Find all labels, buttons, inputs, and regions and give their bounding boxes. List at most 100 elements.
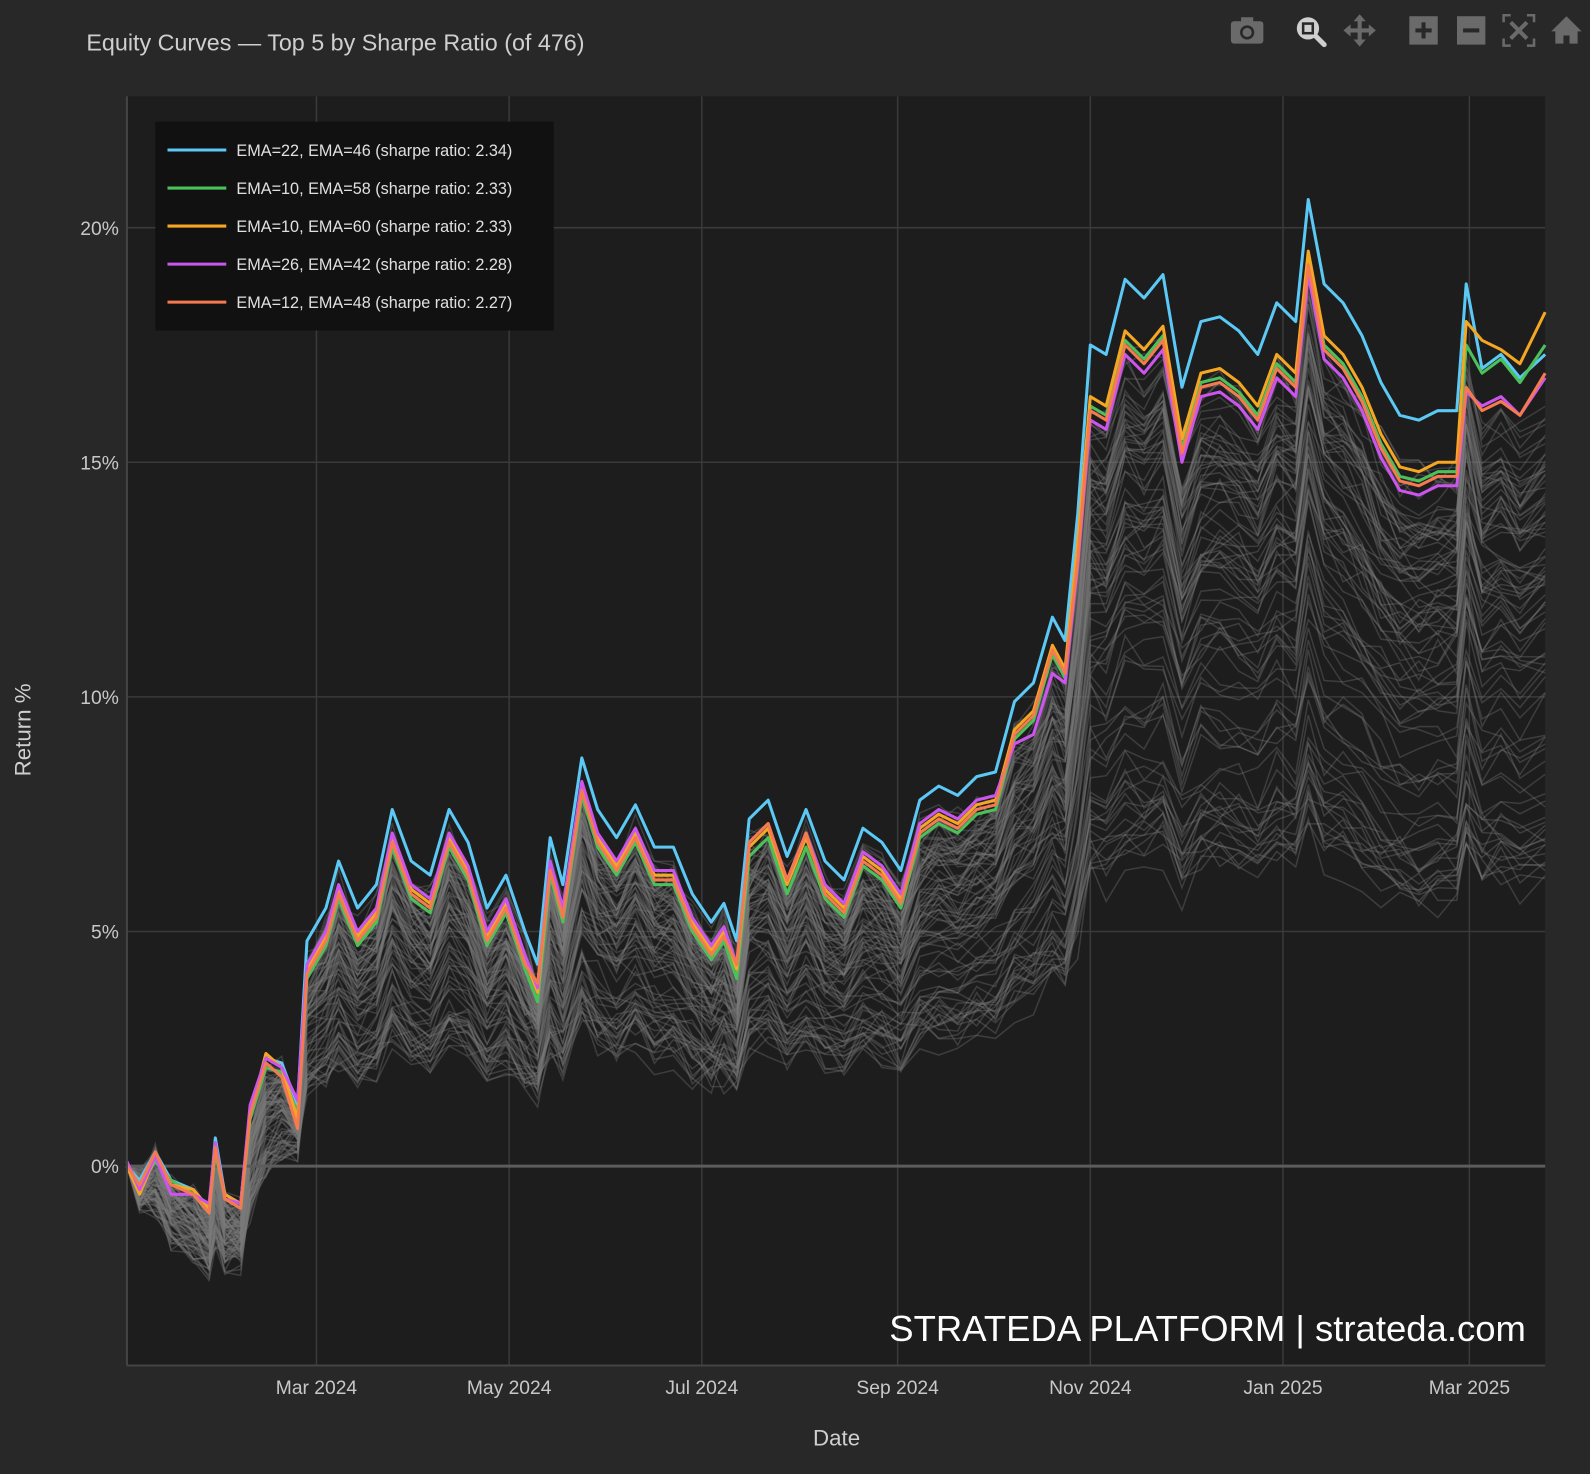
zoom-in-icon[interactable] (1409, 16, 1438, 45)
background-curve (126, 788, 1546, 1262)
background-curve (126, 556, 1546, 1260)
background-curve (126, 463, 1546, 1242)
background-curve (126, 431, 1546, 1241)
background-curve (126, 775, 1546, 1281)
background-curve (126, 392, 1546, 1239)
background-curve (126, 432, 1546, 1244)
background-curve (126, 489, 1546, 1252)
background-curve (126, 445, 1546, 1243)
legend-label: EMA=10, EMA=60 (sharpe ratio: 2.33) (236, 218, 512, 236)
background-curve (126, 823, 1546, 1277)
chart-title: Equity Curves — Top 5 by Sharpe Ratio (o… (86, 30, 584, 56)
background-curve (126, 649, 1546, 1271)
x-tick-label: Mar 2024 (276, 1378, 358, 1399)
y-tick-label: 15% (80, 453, 119, 474)
background-curve (126, 762, 1546, 1260)
background-curve (126, 594, 1546, 1256)
background-curve (126, 468, 1546, 1237)
background-curve (126, 618, 1546, 1250)
camera-icon[interactable] (1230, 17, 1264, 44)
background-curve (126, 741, 1546, 1277)
background-curve (126, 760, 1546, 1266)
background-curve (126, 385, 1546, 1228)
x-tick-label: Jan 2025 (1243, 1378, 1322, 1399)
background-curve (126, 735, 1546, 1271)
background-curve (126, 671, 1546, 1272)
background-curve (126, 429, 1546, 1231)
background-curve (126, 599, 1546, 1243)
background-curve (126, 500, 1546, 1237)
legend[interactable]: EMA=22, EMA=46 (sharpe ratio: 2.34) EMA=1… (155, 121, 554, 331)
background-curve (126, 627, 1546, 1257)
background-curve (126, 820, 1546, 1258)
background-curve (126, 801, 1546, 1263)
background-curve (126, 639, 1546, 1272)
series-line-5 (125, 263, 1547, 1215)
legend-label: EMA=22, EMA=46 (sharpe ratio: 2.34) (236, 142, 512, 160)
legend-item[interactable]: EMA=12, EMA=48 (sharpe ratio: 2.27) (167, 294, 512, 312)
legend-item[interactable]: EMA=22, EMA=46 (sharpe ratio: 2.34) (167, 142, 512, 160)
watermark: STRATEDA PLATFORM | strateda.com (889, 1308, 1526, 1349)
home-icon[interactable] (1551, 16, 1582, 44)
x-tick-label: Sep 2024 (856, 1378, 939, 1399)
background-curve (126, 333, 1546, 1231)
background-curve (126, 815, 1546, 1276)
legend-label: EMA=12, EMA=48 (sharpe ratio: 2.27) (236, 294, 512, 312)
background-curve (126, 793, 1546, 1273)
background-curve (126, 530, 1546, 1253)
background-curve (126, 582, 1546, 1250)
background-curve (126, 453, 1546, 1244)
background-curve (126, 794, 1546, 1259)
top-series-lines (125, 197, 1547, 1215)
background-curve (126, 784, 1546, 1283)
background-curve (126, 451, 1546, 1244)
x-axis-title: Date (813, 1426, 860, 1451)
background-curve (126, 387, 1546, 1237)
y-axis-ticks: 0% 5% 10% 15% 20% (80, 219, 119, 1178)
zoom-icon[interactable] (1296, 17, 1327, 48)
background-curve (126, 545, 1546, 1249)
y-tick-label: 20% (80, 219, 119, 240)
background-curve (126, 453, 1546, 1233)
background-curve (126, 421, 1546, 1234)
background-curve (126, 468, 1546, 1249)
background-curve (126, 666, 1546, 1255)
background-curve (126, 758, 1546, 1270)
legend-item[interactable]: EMA=10, EMA=58 (sharpe ratio: 2.33) (167, 180, 512, 198)
autoscale-icon[interactable] (1502, 13, 1536, 47)
pan-icon[interactable] (1343, 14, 1376, 47)
x-tick-label: Jul 2024 (665, 1378, 738, 1399)
legend-label: EMA=26, EMA=42 (sharpe ratio: 2.28) (236, 256, 512, 274)
background-curve (126, 540, 1546, 1261)
y-axis-title: Return % (11, 683, 36, 776)
legend-item[interactable]: EMA=26, EMA=42 (sharpe ratio: 2.28) (167, 256, 512, 274)
background-curve (126, 486, 1546, 1249)
x-tick-label: Mar 2025 (1429, 1378, 1510, 1399)
legend-label: EMA=10, EMA=58 (sharpe ratio: 2.33) (236, 180, 512, 198)
background-curve (126, 339, 1546, 1240)
background-curve (126, 714, 1546, 1247)
zoom-out-icon[interactable] (1456, 16, 1486, 45)
background-curve (126, 336, 1546, 1236)
background-curve (126, 575, 1546, 1257)
x-axis-ticks: Mar 2024 May 2024 Jul 2024 Sep 2024 Nov 2024… (276, 1378, 1510, 1399)
modebar (1230, 13, 1582, 48)
background-curve (126, 473, 1546, 1239)
background-curve (126, 547, 1546, 1253)
background-curve (126, 768, 1546, 1265)
background-curve (126, 404, 1546, 1229)
y-tick-label: 0% (91, 1157, 119, 1178)
background-curve (126, 753, 1546, 1264)
background-curve (126, 672, 1546, 1261)
background-curve (126, 699, 1546, 1260)
background-curve (126, 741, 1546, 1265)
background-strategy-curves (126, 271, 1546, 1283)
legend-item[interactable]: EMA=10, EMA=60 (sharpe ratio: 2.33) (167, 218, 512, 236)
background-curve (126, 386, 1546, 1217)
background-curve (126, 446, 1546, 1234)
background-curve (126, 789, 1546, 1273)
background-curve (126, 484, 1546, 1244)
x-tick-label: May 2024 (467, 1378, 552, 1399)
series-line-1 (125, 197, 1547, 1210)
